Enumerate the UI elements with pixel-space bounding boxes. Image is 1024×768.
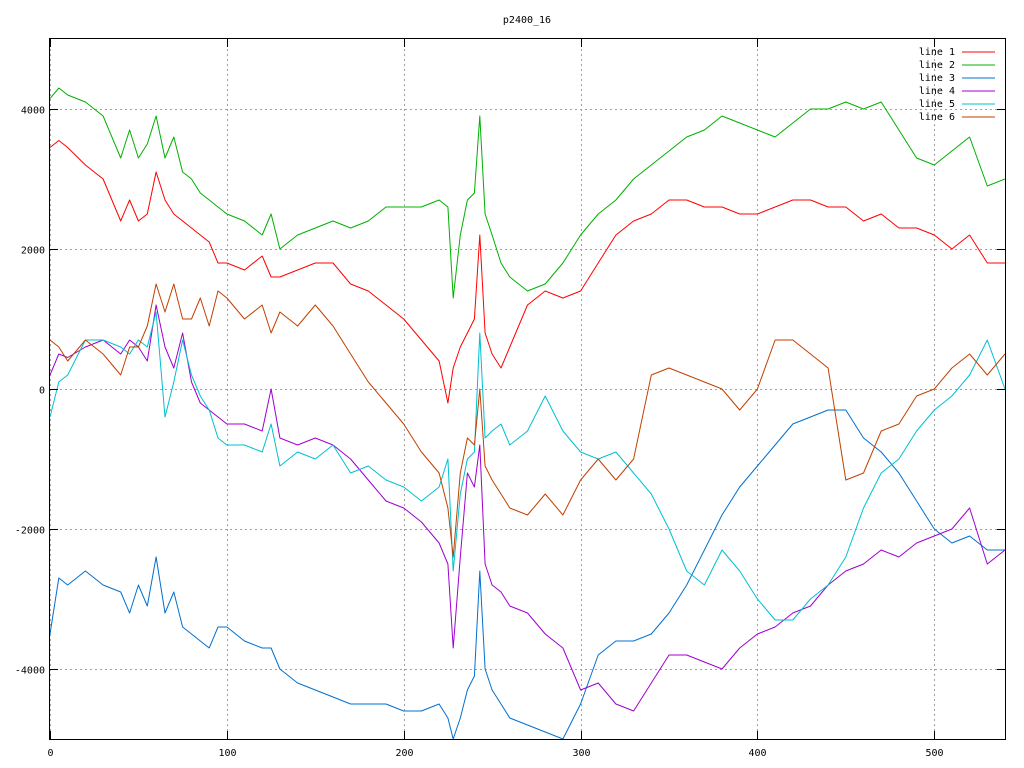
series-lines (50, 87, 1005, 739)
legend-label: line 5 (919, 99, 955, 110)
series-line-2 (50, 87, 1005, 299)
x-tick-label: 500 (925, 748, 943, 759)
x-tick-label: 100 (218, 748, 236, 759)
legend-label: line 2 (919, 60, 955, 71)
x-tick-label: 300 (572, 748, 590, 759)
axis-ticks: -4000 -2000 0 2000 4000 0 100 200 300 400 500 (15, 39, 1005, 759)
grid (50, 39, 1005, 739)
y-tick-label: -2000 (15, 526, 45, 537)
series-line-5 (50, 311, 1005, 621)
y-tick-label: -4000 (15, 666, 45, 677)
legend-label: line 1 (919, 47, 955, 58)
y-tick-label: 2000 (21, 246, 45, 257)
plot-frame (49, 38, 1006, 740)
y-tick-label: 0 (39, 386, 45, 397)
series-line-6 (50, 283, 1005, 558)
legend-label: line 4 (919, 86, 955, 97)
legend-label: line 3 (919, 73, 955, 84)
y-tick-label: 4000 (21, 106, 45, 117)
x-tick-label: 0 (47, 748, 53, 759)
legend-label: line 6 (919, 112, 955, 123)
x-tick-label: 200 (395, 748, 413, 759)
x-tick-label: 400 (748, 748, 766, 759)
legend: line 1 line 2 line 3 line 4 line 5 line 6 (919, 47, 995, 123)
series-line-4 (50, 304, 1005, 712)
series-line-3 (50, 409, 1005, 739)
chart-title: p2400_16 (503, 15, 551, 26)
series-line-1 (50, 140, 1005, 404)
